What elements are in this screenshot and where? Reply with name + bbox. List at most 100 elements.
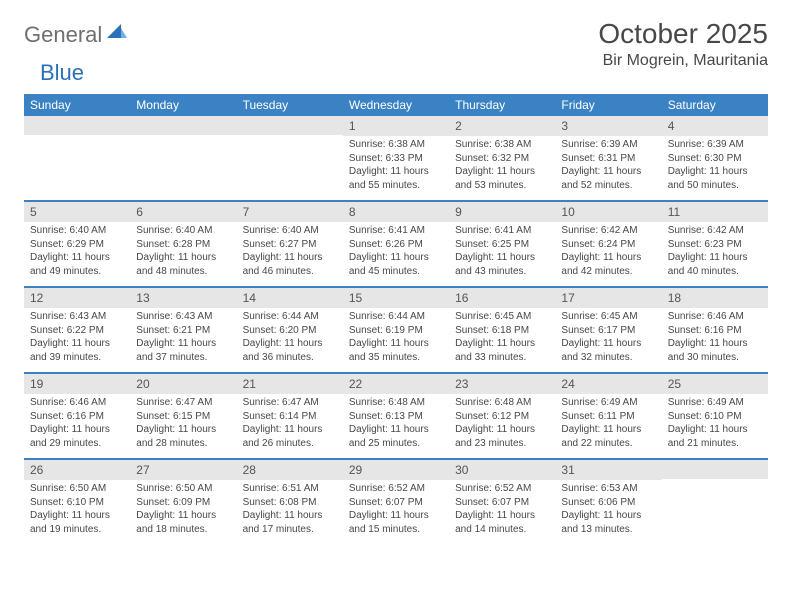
day-body: Sunrise: 6:44 AMSunset: 6:20 PMDaylight:…: [237, 308, 343, 368]
daylight-text: Daylight: 11 hours and 22 minutes.: [561, 423, 655, 450]
day-cell: 22Sunrise: 6:48 AMSunset: 6:13 PMDayligh…: [343, 374, 449, 458]
day-cell: 7Sunrise: 6:40 AMSunset: 6:27 PMDaylight…: [237, 202, 343, 286]
daylight-text: Daylight: 11 hours and 30 minutes.: [668, 337, 762, 364]
sunset-text: Sunset: 6:25 PM: [455, 238, 549, 252]
sunset-text: Sunset: 6:16 PM: [30, 410, 124, 424]
day-number: 15: [343, 288, 449, 308]
day-number: [130, 116, 236, 135]
day-body: Sunrise: 6:40 AMSunset: 6:27 PMDaylight:…: [237, 222, 343, 282]
day-body: Sunrise: 6:45 AMSunset: 6:17 PMDaylight:…: [555, 308, 661, 368]
sunset-text: Sunset: 6:13 PM: [349, 410, 443, 424]
day-cell: 6Sunrise: 6:40 AMSunset: 6:28 PMDaylight…: [130, 202, 236, 286]
day-cell: 2Sunrise: 6:38 AMSunset: 6:32 PMDaylight…: [449, 116, 555, 200]
day-number: 2: [449, 116, 555, 136]
day-cell: 29Sunrise: 6:52 AMSunset: 6:07 PMDayligh…: [343, 460, 449, 544]
daylight-text: Daylight: 11 hours and 14 minutes.: [455, 509, 549, 536]
sunset-text: Sunset: 6:09 PM: [136, 496, 230, 510]
day-cell: 1Sunrise: 6:38 AMSunset: 6:33 PMDaylight…: [343, 116, 449, 200]
logo-triangle-icon: [107, 24, 127, 45]
daylight-text: Daylight: 11 hours and 48 minutes.: [136, 251, 230, 278]
daylight-text: Daylight: 11 hours and 23 minutes.: [455, 423, 549, 450]
month-title: October 2025: [598, 18, 768, 50]
day-body: Sunrise: 6:52 AMSunset: 6:07 PMDaylight:…: [343, 480, 449, 540]
day-body: Sunrise: 6:52 AMSunset: 6:07 PMDaylight:…: [449, 480, 555, 540]
day-empty: [662, 460, 768, 544]
sunset-text: Sunset: 6:21 PM: [136, 324, 230, 338]
day-body: Sunrise: 6:51 AMSunset: 6:08 PMDaylight:…: [237, 480, 343, 540]
day-body: Sunrise: 6:47 AMSunset: 6:15 PMDaylight:…: [130, 394, 236, 454]
day-number: 3: [555, 116, 661, 136]
sunset-text: Sunset: 6:19 PM: [349, 324, 443, 338]
day-number: 24: [555, 374, 661, 394]
calendar-page: General October 2025 Bir Mogrein, Maurit…: [0, 0, 792, 554]
daylight-text: Daylight: 11 hours and 37 minutes.: [136, 337, 230, 364]
day-number: [662, 460, 768, 479]
sunset-text: Sunset: 6:07 PM: [455, 496, 549, 510]
day-number: 25: [662, 374, 768, 394]
day-cell: 21Sunrise: 6:47 AMSunset: 6:14 PMDayligh…: [237, 374, 343, 458]
daylight-text: Daylight: 11 hours and 53 minutes.: [455, 165, 549, 192]
day-body: Sunrise: 6:48 AMSunset: 6:13 PMDaylight:…: [343, 394, 449, 454]
day-number: 19: [24, 374, 130, 394]
daylight-text: Daylight: 11 hours and 25 minutes.: [349, 423, 443, 450]
sunrise-text: Sunrise: 6:46 AM: [30, 396, 124, 410]
sunset-text: Sunset: 6:10 PM: [668, 410, 762, 424]
logo: General: [24, 22, 129, 48]
day-number: 8: [343, 202, 449, 222]
sunrise-text: Sunrise: 6:47 AM: [243, 396, 337, 410]
day-number: 14: [237, 288, 343, 308]
sunset-text: Sunset: 6:14 PM: [243, 410, 337, 424]
day-cell: 28Sunrise: 6:51 AMSunset: 6:08 PMDayligh…: [237, 460, 343, 544]
day-cell: 25Sunrise: 6:49 AMSunset: 6:10 PMDayligh…: [662, 374, 768, 458]
day-number: 27: [130, 460, 236, 480]
weekday-wednesday: Wednesday: [343, 94, 449, 116]
daylight-text: Daylight: 11 hours and 21 minutes.: [668, 423, 762, 450]
day-cell: 15Sunrise: 6:44 AMSunset: 6:19 PMDayligh…: [343, 288, 449, 372]
day-body: Sunrise: 6:42 AMSunset: 6:23 PMDaylight:…: [662, 222, 768, 282]
sunrise-text: Sunrise: 6:52 AM: [349, 482, 443, 496]
sunrise-text: Sunrise: 6:40 AM: [243, 224, 337, 238]
day-number: 31: [555, 460, 661, 480]
day-body: [24, 135, 130, 141]
sunset-text: Sunset: 6:20 PM: [243, 324, 337, 338]
sunset-text: Sunset: 6:06 PM: [561, 496, 655, 510]
sunset-text: Sunset: 6:15 PM: [136, 410, 230, 424]
day-body: Sunrise: 6:45 AMSunset: 6:18 PMDaylight:…: [449, 308, 555, 368]
day-number: 17: [555, 288, 661, 308]
day-cell: 4Sunrise: 6:39 AMSunset: 6:30 PMDaylight…: [662, 116, 768, 200]
sunrise-text: Sunrise: 6:45 AM: [561, 310, 655, 324]
day-cell: 20Sunrise: 6:47 AMSunset: 6:15 PMDayligh…: [130, 374, 236, 458]
sunrise-text: Sunrise: 6:44 AM: [243, 310, 337, 324]
day-number: 28: [237, 460, 343, 480]
sunrise-text: Sunrise: 6:39 AM: [668, 138, 762, 152]
logo-word2: Blue: [40, 60, 84, 86]
day-body: Sunrise: 6:41 AMSunset: 6:25 PMDaylight:…: [449, 222, 555, 282]
day-body: Sunrise: 6:44 AMSunset: 6:19 PMDaylight:…: [343, 308, 449, 368]
sunrise-text: Sunrise: 6:53 AM: [561, 482, 655, 496]
daylight-text: Daylight: 11 hours and 42 minutes.: [561, 251, 655, 278]
sunset-text: Sunset: 6:28 PM: [136, 238, 230, 252]
sunset-text: Sunset: 6:22 PM: [30, 324, 124, 338]
daylight-text: Daylight: 11 hours and 15 minutes.: [349, 509, 443, 536]
day-body: Sunrise: 6:39 AMSunset: 6:31 PMDaylight:…: [555, 136, 661, 196]
daylight-text: Daylight: 11 hours and 17 minutes.: [243, 509, 337, 536]
day-body: Sunrise: 6:41 AMSunset: 6:26 PMDaylight:…: [343, 222, 449, 282]
sunset-text: Sunset: 6:33 PM: [349, 152, 443, 166]
daylight-text: Daylight: 11 hours and 26 minutes.: [243, 423, 337, 450]
week-row: 19 Sunrise: 6:46 AMSunset: 6:16 PM Dayligh…: [24, 372, 768, 458]
day-number: 18: [662, 288, 768, 308]
day-number: 23: [449, 374, 555, 394]
sunrise-text: Sunrise: 6:46 AM: [668, 310, 762, 324]
sunset-text: Sunset: 6:23 PM: [668, 238, 762, 252]
sunrise-text: Sunrise: 6:40 AM: [136, 224, 230, 238]
sunset-text: Sunset: 6:11 PM: [561, 410, 655, 424]
sunset-text: Sunset: 6:29 PM: [30, 238, 124, 252]
day-cell: 24Sunrise: 6:49 AMSunset: 6:11 PMDayligh…: [555, 374, 661, 458]
daylight-text: Daylight: 11 hours and 40 minutes.: [668, 251, 762, 278]
week-row: 1Sunrise: 6:38 AMSunset: 6:33 PMDaylight…: [24, 116, 768, 200]
day-number: 29: [343, 460, 449, 480]
daylight-text: Daylight: 11 hours and 13 minutes.: [561, 509, 655, 536]
sunset-text: Sunset: 6:16 PM: [668, 324, 762, 338]
day-cell: 5Sunrise: 6:40 AMSunset: 6:29 PMDaylight…: [24, 202, 130, 286]
day-cell: 11Sunrise: 6:42 AMSunset: 6:23 PMDayligh…: [662, 202, 768, 286]
